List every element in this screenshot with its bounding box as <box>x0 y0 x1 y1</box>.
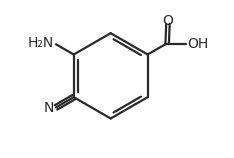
Text: O: O <box>163 14 174 28</box>
Text: OH: OH <box>187 37 209 51</box>
Text: H₂N: H₂N <box>28 36 54 50</box>
Text: N: N <box>43 101 54 115</box>
